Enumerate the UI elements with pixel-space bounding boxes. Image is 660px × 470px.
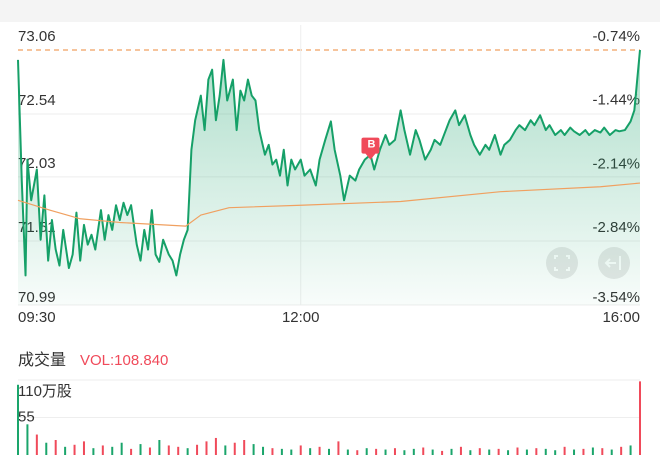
volume-bar [26, 424, 29, 455]
volume-bar [262, 446, 265, 455]
volume-bar [365, 448, 368, 455]
volume-bar [148, 447, 151, 455]
volume-bar [120, 442, 123, 455]
volume-title: 成交量 [18, 351, 66, 369]
volume-bar [591, 447, 594, 455]
volume-bar [290, 449, 293, 455]
y2-tick-label: -0.74% [592, 28, 640, 45]
volume-bar [280, 448, 283, 455]
volume-bar [299, 445, 302, 455]
volume-bar [582, 448, 585, 455]
volume-bar [337, 441, 340, 455]
trade-marker [361, 137, 380, 160]
volume-bar [403, 450, 406, 455]
volume-bar [384, 449, 387, 455]
volume-bar [601, 448, 604, 455]
volume-bar [111, 446, 114, 455]
volume-bar [525, 449, 528, 455]
volume-bar [271, 448, 274, 455]
volume-chart: 成交量 VOL:108.840 110万股 55 [17, 351, 641, 455]
volume-bar [629, 445, 632, 455]
y-tick-label: 73.06 [18, 28, 56, 45]
x-tick-label: 09:30 [18, 309, 56, 326]
volume-bar [375, 448, 378, 455]
x-tick-label: 16:00 [602, 309, 640, 326]
volume-bar [101, 445, 104, 455]
volume-bar [478, 448, 481, 455]
volume-bar [356, 450, 359, 455]
volume-bar [73, 444, 76, 455]
y-tick-label: 55 [18, 408, 35, 425]
volume-bar [64, 446, 67, 455]
volume-bar [233, 442, 236, 455]
volume-bar [620, 446, 623, 455]
volume-bar [610, 449, 613, 455]
volume-bar [196, 444, 199, 455]
volume-bar [139, 444, 142, 455]
price-chart: 73.0672.5472.0371.5170.99-0.74%-1.44%-2.… [17, 25, 641, 326]
volume-bar [422, 447, 425, 455]
volume-bar [544, 448, 547, 455]
volume-bar [82, 441, 85, 455]
price-line [17, 49, 641, 277]
volume-bar [17, 384, 19, 455]
volume-bar [639, 381, 641, 455]
volume-bar [328, 448, 330, 455]
volume-bar [554, 450, 557, 455]
volume-bar [309, 448, 312, 455]
volume-bar [186, 448, 189, 455]
volume-bar [318, 446, 321, 455]
volume-bar [205, 441, 208, 455]
volume-bar [488, 449, 491, 455]
top-bar [0, 0, 660, 22]
volume-bar [158, 440, 161, 455]
y2-tick-label: -1.44% [592, 92, 640, 109]
volume-bar [535, 448, 538, 455]
average-line [17, 182, 641, 227]
volume-value: VOL:108.840 [80, 352, 168, 369]
x-tick-label: 12:00 [282, 309, 320, 326]
volume-bar [573, 449, 576, 455]
volume-bar [252, 444, 255, 455]
volume-bar [431, 449, 434, 455]
y-tick-label: 72.54 [18, 92, 56, 109]
volume-bar [214, 437, 217, 455]
volume-bar [224, 445, 227, 455]
volume-bar [54, 440, 57, 455]
volume-bar [563, 446, 566, 455]
trade-marker-label: B [367, 139, 375, 151]
price-area [18, 50, 640, 305]
volume-bar [243, 440, 246, 455]
volume-bar [130, 448, 133, 455]
volume-bar [516, 447, 519, 455]
volume-bar [441, 450, 444, 455]
volume-bar [459, 446, 462, 455]
volume-bar [167, 445, 170, 455]
volume-bar [497, 448, 500, 455]
volume-bar [177, 446, 180, 455]
volume-bar [412, 448, 415, 455]
volume-bar [92, 448, 95, 455]
volume-bar [450, 448, 453, 455]
volume-bar [35, 434, 38, 455]
volume-bar [346, 449, 349, 455]
volume-bar [393, 448, 396, 455]
volume-bar [507, 450, 510, 455]
volume-bar [469, 450, 472, 455]
y-tick-label: 110万股 [18, 383, 72, 400]
volume-bar [45, 442, 48, 455]
